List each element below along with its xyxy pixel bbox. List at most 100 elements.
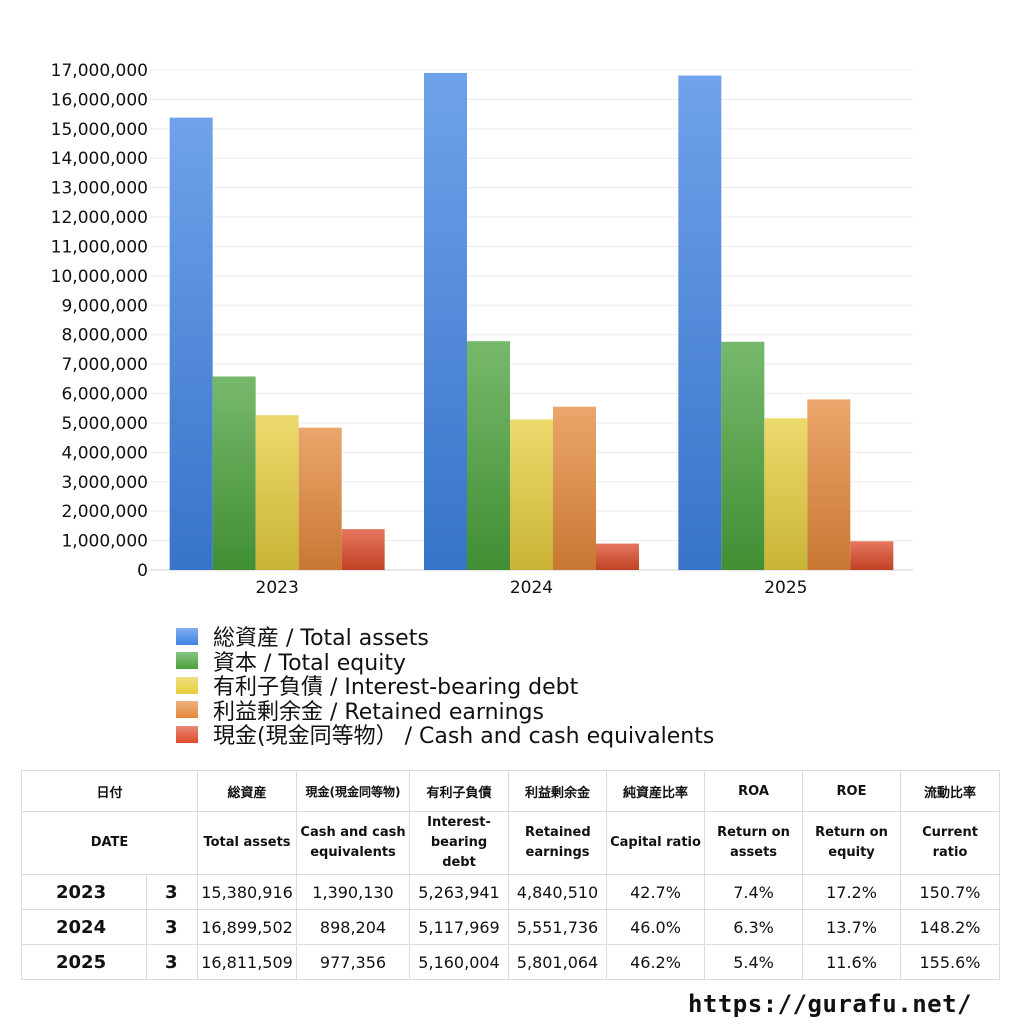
- cell-current-ratio: 148.2%: [900, 909, 1001, 945]
- legend-label: 総資産 / Total assets: [213, 626, 429, 652]
- y-tick-label: 14,000,000: [51, 149, 148, 169]
- header-cash-jp: 現金(現金同等物): [296, 770, 411, 812]
- cell-retained: 5,551,736: [508, 909, 608, 945]
- header-debt-en: Interest-bearing debt: [409, 811, 510, 875]
- legend-swatch-total-equity: [176, 652, 198, 670]
- legend-label: 資本 / Total equity: [213, 650, 406, 676]
- bar: [341, 529, 385, 570]
- legend-item: 有利子負債 / Interest-bearing debt: [176, 673, 714, 700]
- bar: [169, 117, 213, 570]
- y-tick-label: 1,000,000: [61, 532, 148, 552]
- legend-item: 総資産 / Total assets: [176, 624, 714, 651]
- cell-cash: 1,390,130: [296, 874, 411, 910]
- header-capital-ratio-en: Capital ratio: [606, 811, 706, 875]
- cell-total-assets: 16,899,502: [197, 909, 298, 945]
- x-tick-label: 2024: [510, 578, 553, 598]
- header-retained-en: Retained earnings: [508, 811, 608, 875]
- financial-table: 日付 総資産 現金(現金同等物) 有利子負債 利益剰余金 純資産比率 ROA R…: [20, 770, 1001, 980]
- chart-legend: 総資産 / Total assets 資本 / Total equity 有利子…: [176, 624, 714, 749]
- cell-current-ratio: 155.6%: [900, 944, 1001, 980]
- x-tick-label: 2023: [256, 578, 299, 598]
- y-tick-label: 17,000,000: [51, 61, 148, 81]
- cell-capital-ratio: 46.0%: [606, 909, 706, 945]
- bar: [721, 341, 765, 570]
- header-current-ratio-en: Current ratio: [900, 811, 1001, 875]
- header-date-en: DATE: [20, 811, 199, 875]
- cell-roa: 7.4%: [704, 874, 804, 910]
- legend-label: 現金(現金同等物） / Cash and cash equivalents: [213, 724, 715, 750]
- table-row: 2025 3 16,811,509 977,356 5,160,004 5,80…: [21, 944, 1001, 980]
- legend-swatch-retained-earnings: [176, 701, 198, 719]
- row-year: 2023: [21, 874, 147, 910]
- bar: [510, 419, 553, 570]
- legend-swatch-total-assets: [176, 627, 198, 645]
- bar: [553, 406, 596, 570]
- y-tick-label: 12,000,000: [51, 208, 148, 228]
- legend-label: 有利子負債 / Interest-bearing debt: [213, 675, 579, 701]
- cell-debt: 5,117,969: [409, 909, 510, 945]
- cell-roa: 6.3%: [704, 909, 804, 945]
- bar: [807, 399, 851, 570]
- bar: [764, 418, 808, 570]
- site-url[interactable]: https://gurafu.net/: [687, 990, 972, 1018]
- header-debt-jp: 有利子負債: [409, 770, 510, 812]
- y-tick-label: 4,000,000: [61, 443, 148, 463]
- header-retained-jp: 利益剰余金: [508, 770, 608, 812]
- header-current-ratio-jp: 流動比率: [900, 770, 1001, 812]
- header-cash-en: Cash and cash equivalents: [296, 811, 411, 875]
- legend-item: 利益剰余金 / Retained earnings: [176, 698, 714, 725]
- header-date-jp: 日付: [20, 770, 199, 812]
- bar: [467, 341, 510, 570]
- bar-chart: 0 1,000,000 2,000,000 3,000,000 4,000,000 5,0…: [51, 61, 913, 598]
- row-month: 3: [145, 944, 199, 980]
- cell-total-assets: 16,811,509: [197, 944, 298, 980]
- cell-capital-ratio: 42.7%: [606, 874, 706, 910]
- header-roe-jp: ROE: [802, 770, 902, 812]
- y-tick-label: 8,000,000: [61, 326, 148, 346]
- bar: [850, 541, 894, 570]
- legend-label: 利益剰余金 / Retained earnings: [213, 699, 544, 725]
- cell-roe: 13.7%: [802, 909, 902, 945]
- y-tick-label: 6,000,000: [61, 385, 148, 405]
- cell-roa: 5.4%: [704, 944, 804, 980]
- header-total-assets-jp: 総資産: [197, 770, 298, 812]
- header-roe-en: Return on equity: [802, 811, 902, 875]
- table-header-en: DATE Total assets Cash and cash equivale…: [20, 811, 1001, 875]
- table-row: 2023 3 15,380,916 1,390,130 5,263,941 4,…: [21, 874, 1001, 910]
- cell-cash: 977,356: [296, 944, 411, 980]
- y-tick-label: 16,000,000: [51, 90, 148, 110]
- table-header-jp: 日付 総資産 現金(現金同等物) 有利子負債 利益剰余金 純資産比率 ROA R…: [20, 770, 1001, 812]
- y-tick-label: 7,000,000: [61, 355, 148, 375]
- x-tick-label: 2025: [764, 578, 807, 598]
- legend-swatch-cash: [176, 725, 198, 743]
- y-tick-label: 13,000,000: [51, 179, 148, 199]
- bar: [424, 72, 467, 571]
- y-tick-label: 15,000,000: [51, 120, 148, 140]
- cell-roe: 17.2%: [802, 874, 902, 910]
- legend-item: 資本 / Total equity: [176, 649, 714, 676]
- table-row: 2024 3 16,899,502 898,204 5,117,969 5,55…: [21, 909, 1001, 945]
- cell-total-assets: 15,380,916: [197, 874, 298, 910]
- row-month: 3: [145, 909, 199, 945]
- bar: [298, 427, 342, 570]
- cell-current-ratio: 150.7%: [900, 874, 1001, 910]
- legend-swatch-interest-bearing-debt: [176, 676, 198, 694]
- y-tick-label: 0: [137, 561, 148, 581]
- y-tick-label: 2,000,000: [61, 502, 148, 522]
- bar: [678, 75, 722, 570]
- bar: [255, 415, 299, 570]
- y-tick-label: 3,000,000: [61, 473, 148, 493]
- cell-retained: 5,801,064: [508, 944, 608, 980]
- row-year: 2024: [21, 909, 147, 945]
- row-month: 3: [145, 874, 199, 910]
- bar: [212, 376, 256, 570]
- header-roa-jp: ROA: [704, 770, 804, 812]
- cell-roe: 11.6%: [802, 944, 902, 980]
- header-roa-en: Return on assets: [704, 811, 804, 875]
- row-year: 2025: [21, 944, 147, 980]
- cell-capital-ratio: 46.2%: [606, 944, 706, 980]
- y-tick-label: 11,000,000: [51, 237, 148, 257]
- header-total-assets-en: Total assets: [197, 811, 298, 875]
- y-tick-label: 5,000,000: [61, 414, 148, 434]
- legend-item: 現金(現金同等物） / Cash and cash equivalents: [176, 722, 714, 749]
